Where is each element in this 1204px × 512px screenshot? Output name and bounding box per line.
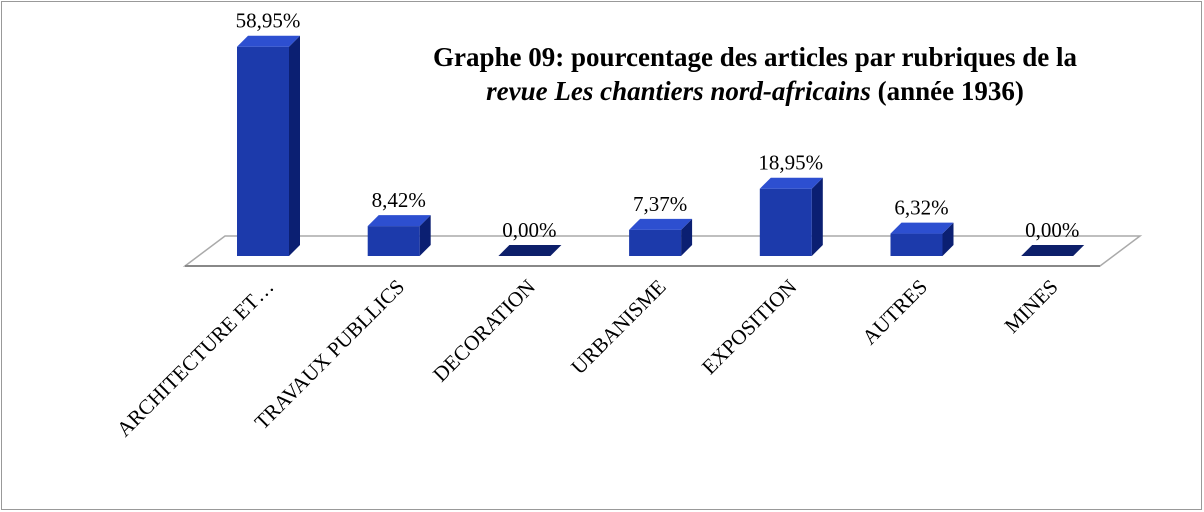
value-label: 7,37% (633, 192, 687, 216)
bar (890, 233, 943, 256)
bar-side (681, 218, 693, 256)
bar (237, 46, 289, 256)
bar (629, 229, 682, 256)
bar-top (498, 245, 562, 256)
bar-side (811, 177, 823, 256)
bar (367, 226, 420, 256)
value-label: 0,00% (1025, 218, 1079, 242)
bar-top (890, 222, 954, 234)
bar (759, 188, 812, 256)
value-label: 8,42% (372, 188, 426, 212)
bar-top (629, 218, 693, 230)
bar-top (367, 215, 431, 227)
chart-title: Graphe 09: pourcentage des articles par … (433, 42, 1077, 72)
bar-side (419, 215, 431, 256)
title-italic: revue Les chantiers nord-africains (486, 76, 871, 106)
value-label: 58,95% (236, 9, 301, 33)
value-label: 0,00% (502, 218, 556, 242)
value-label: 6,32% (894, 196, 948, 220)
chart-subtitle: revue Les chantiers nord-africains (anné… (486, 76, 1024, 106)
bar-top (759, 177, 823, 189)
value-label: 18,95% (758, 151, 823, 175)
bar-side (289, 35, 300, 256)
bar-top (237, 35, 300, 47)
bar-side (942, 222, 954, 256)
bar-top (1021, 245, 1085, 256)
title-year: (année 1936) (878, 76, 1024, 106)
